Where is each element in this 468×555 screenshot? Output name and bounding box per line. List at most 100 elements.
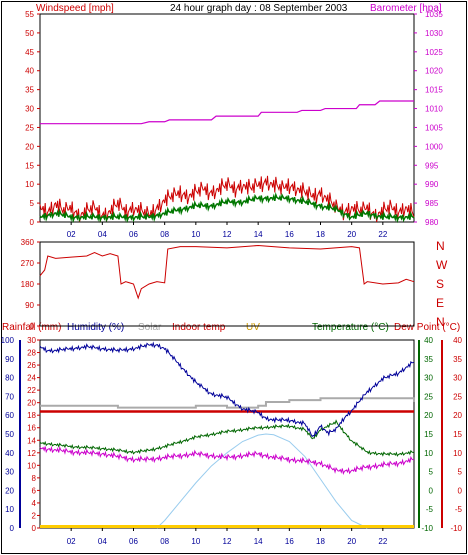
windspeed-tick-label: 45	[25, 48, 34, 57]
dewpoint-line	[39, 445, 415, 476]
x-tick-label: 06	[129, 537, 138, 546]
windspeed-tick-label: 10	[25, 180, 34, 189]
x-tick-label: 18	[316, 230, 325, 239]
rainfall-tick-label: 10	[27, 461, 36, 470]
dewpoint-tick-label: 10	[453, 449, 462, 458]
dewpoint-tick-label: 5	[458, 468, 463, 477]
humidity-tick-label: 30	[5, 468, 14, 477]
x-tick-label: 10	[191, 230, 200, 239]
direction-label-n-bottom: N	[436, 315, 445, 329]
windspeed-tick-label: 25	[25, 123, 34, 132]
temperature-tick-label: 15	[424, 430, 433, 439]
wind-direction-line	[39, 244, 415, 300]
rainfall-tick-label: 18	[27, 411, 36, 420]
windspeed-tick-label: 40	[25, 67, 34, 76]
temperature-tick-label: 20	[424, 411, 433, 420]
windspeed-tick-label: 50	[25, 29, 34, 38]
rainfall-tick-label: 0	[32, 524, 37, 533]
rainfall-tick-label: 22	[27, 386, 36, 395]
windspeed-tick-label: 15	[25, 161, 34, 170]
chart-title: 24 hour graph day : 08 September 2003	[170, 3, 348, 14]
x-tick-label: 20	[347, 230, 356, 239]
rainfall-bar	[40, 525, 414, 528]
direction-tick-label: 90	[25, 301, 34, 310]
temperature-tick-label: 0	[429, 486, 434, 495]
direction-label-e: E	[436, 296, 444, 310]
rainfall-tick-label: 14	[27, 436, 36, 445]
direction-label-w: W	[436, 258, 448, 272]
direction-label-n-top: N	[436, 239, 445, 253]
rainfall-tick-label: 24	[27, 374, 36, 383]
rainfall-tick-label: 30	[27, 336, 36, 345]
temperature-tick-label: -10	[421, 524, 433, 533]
humidity-tick-label: 0	[10, 524, 15, 533]
humidity-tick-label: 50	[5, 430, 14, 439]
windspeed-tick-label: 30	[25, 105, 34, 114]
x-tick-label: 04	[98, 537, 107, 546]
x-tick-label: 06	[129, 230, 138, 239]
rainfall-tick-label: 20	[27, 399, 36, 408]
x-tick-label: 14	[254, 537, 263, 546]
windspeed-axis: 0 5 10 15 20 25 30 35 40 45 50 55	[25, 10, 40, 227]
rainfall-axis-label: Rainfall (mm)	[2, 322, 61, 333]
wind-x-axis: 02 04 06 08 10 12 14 16 18 20 22	[67, 222, 388, 239]
x-tick-label: 10	[191, 537, 200, 546]
x-tick-label: 08	[160, 537, 169, 546]
direction-tick-label: 180	[21, 280, 35, 289]
dewpoint-tick-label: 35	[453, 355, 462, 364]
dewpoint-tick-label: -5	[455, 505, 463, 514]
average-wind-line	[39, 191, 415, 224]
dewpoint-tick-label: -10	[450, 524, 462, 533]
indoor-temp-label: Indoor temp	[172, 322, 226, 333]
direction-axis: 0 90 180 270 360	[21, 238, 40, 331]
barometer-tick-label: 1025	[425, 48, 443, 57]
x-tick-label: 02	[67, 230, 76, 239]
humidity-tick-label: 70	[5, 392, 14, 401]
solar-line	[40, 397, 415, 409]
rainfall-tick-label: 8	[32, 474, 37, 483]
barometer-tick-label: 1010	[425, 105, 443, 114]
rainfall-tick-label: 6	[32, 486, 37, 495]
rainfall-tick-label: 12	[27, 449, 36, 458]
humidity-tick-label: 100	[1, 336, 15, 345]
barometer-tick-label: 1015	[425, 86, 443, 95]
humidity-tick-label: 10	[5, 505, 14, 514]
barometer-line	[40, 100, 414, 125]
x-tick-label: 20	[347, 537, 356, 546]
temperature-axis-label: Temperature (°C)	[312, 322, 389, 333]
uv-label: UV	[246, 322, 260, 333]
barometer-tick-label: 1020	[425, 67, 443, 76]
direction-tick-label: 360	[21, 238, 35, 247]
barometer-tick-label: 980	[425, 218, 439, 227]
barometer-axis-label: Barometer [hpa]	[370, 3, 442, 14]
windspeed-axis-label: Windspeed [mph]	[36, 3, 114, 14]
x-tick-label: 22	[378, 537, 387, 546]
dewpoint-tick-label: 0	[458, 486, 463, 495]
rainfall-tick-label: 26	[27, 361, 36, 370]
temperature-tick-label: 40	[424, 336, 433, 345]
humidity-line	[39, 341, 415, 438]
barometer-tick-label: 985	[425, 199, 439, 208]
x-tick-label: 04	[98, 230, 107, 239]
bottom-header-labels: Rainfall (mm) Humidity (%) Solar Indoor …	[2, 322, 460, 333]
humidity-tick-label: 90	[5, 355, 14, 364]
rainfall-tick-label: 16	[27, 424, 36, 433]
dewpoint-tick-label: 30	[453, 374, 462, 383]
windspeed-tick-label: 5	[30, 199, 35, 208]
direction-tick-label: 0	[30, 322, 35, 331]
temperature-tick-label: -5	[426, 505, 434, 514]
temperature-tick-label: 30	[424, 374, 433, 383]
temperature-tick-label: 10	[424, 449, 433, 458]
solar-radiation-curve	[156, 433, 368, 529]
x-tick-label: 08	[160, 230, 169, 239]
temperature-line	[39, 419, 415, 457]
windspeed-tick-label: 20	[25, 142, 34, 151]
x-tick-label: 16	[285, 230, 294, 239]
x-tick-label: 22	[378, 230, 387, 239]
temperature-tick-label: 35	[424, 355, 433, 364]
direction-tick-label: 270	[21, 259, 35, 268]
